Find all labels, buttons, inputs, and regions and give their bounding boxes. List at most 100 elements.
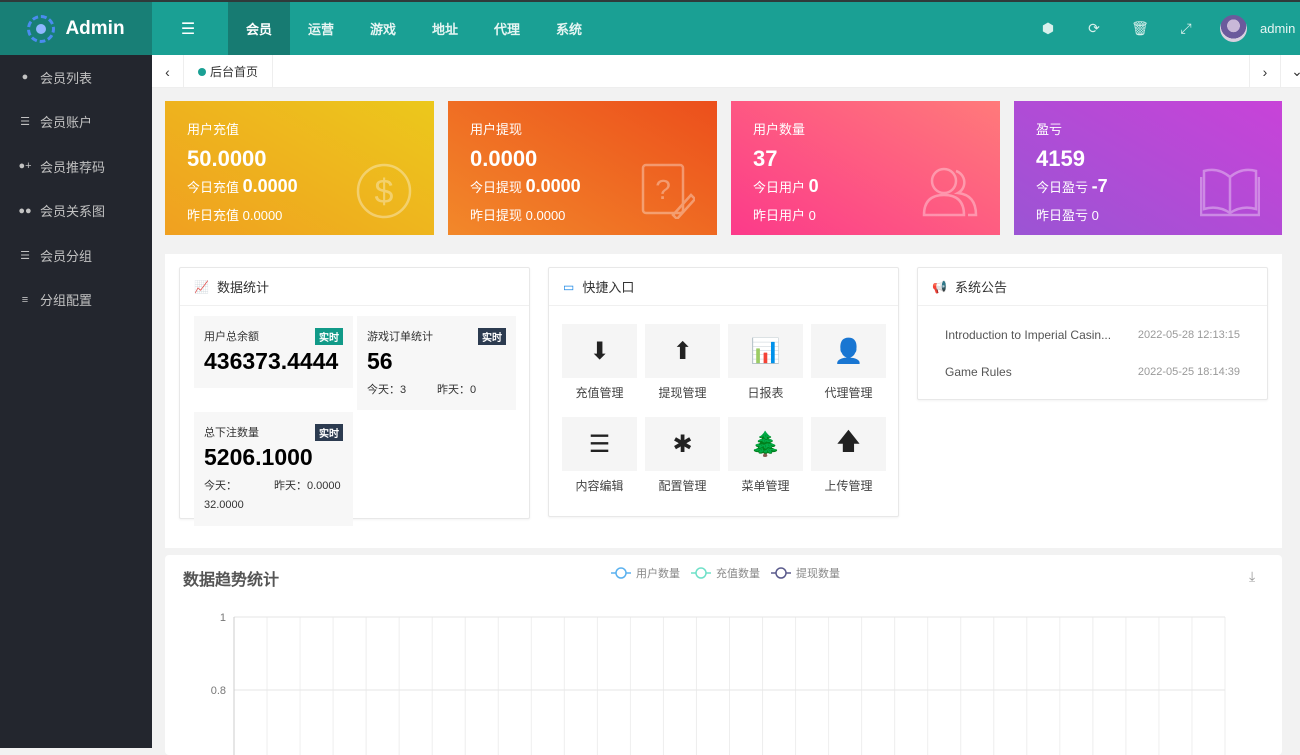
sidebar-item-member-group[interactable]: ☰ 会员分组 bbox=[0, 233, 152, 278]
tab-scroll-left-icon[interactable]: ‹ bbox=[152, 55, 184, 88]
stat-game-orders: 游戏订单统计 实时 56 今天：3 昨天：0 bbox=[357, 316, 516, 410]
quick-label: 内容编辑 bbox=[575, 479, 624, 493]
fullscreen-icon[interactable]: ⤢ bbox=[1180, 20, 1192, 36]
card-title: 用户数量 bbox=[753, 122, 806, 137]
sidebar-item-label: 会员账户 bbox=[40, 115, 93, 131]
card-yesterday-value: 0 bbox=[808, 208, 816, 223]
tree-icon: 🌲 bbox=[728, 417, 803, 471]
quick-daily-report[interactable]: 📊 日报表 bbox=[728, 324, 803, 401]
book-icon bbox=[1200, 168, 1260, 217]
trend-chart: 1 0.8 用户数量 充值数量 提现数量 bbox=[211, 566, 1226, 755]
user-menu[interactable]: admin bbox=[1260, 21, 1296, 36]
users-icon bbox=[922, 167, 978, 217]
top-nav: 会员 运营 游戏 地址 代理 系统 bbox=[228, 2, 600, 55]
gear-logo-icon bbox=[27, 14, 56, 43]
stat-today: 今天： bbox=[204, 480, 237, 492]
sidebar-item-label: 会员列表 bbox=[40, 70, 93, 86]
legend-marker-icon bbox=[615, 567, 627, 579]
download-icon[interactable]: ⤓ bbox=[1249, 568, 1256, 584]
notice-item-title[interactable]: Introduction to Imperial Casin... bbox=[945, 327, 1112, 342]
nav-system[interactable]: 系统 bbox=[555, 22, 582, 37]
tab-options-chevron-down-icon[interactable]: ⌄ bbox=[1291, 63, 1300, 79]
upload-circle-icon: ⬆ bbox=[645, 324, 720, 378]
megaphone-icon: 📢 bbox=[932, 279, 947, 294]
quick-entry-box: ▭ 快捷入口 ⬇ 充值管理 ⬆ 提现管理 📊 日报表 👤 代理管理 ☰ 内容编辑 ✱ 配置管理 🌲 菜单管理… bbox=[548, 267, 899, 517]
quick-withdraw-manage[interactable]: ⬆ 提现管理 bbox=[645, 324, 720, 401]
card-today-value: -7 bbox=[1091, 176, 1108, 196]
card-yesterday-label: 昨日用户 bbox=[753, 208, 806, 223]
quick-upload-manage[interactable]: 🡅 上传管理 bbox=[811, 417, 886, 494]
notice-box: 📢 系统公告 Introduction to Imperial Casin... 2… bbox=[917, 267, 1268, 400]
card-today-label: 今日提现 bbox=[470, 180, 523, 195]
tab-bar: ‹ 后台首页 › ⌄ bbox=[152, 55, 1300, 88]
stat-yesterday: 昨天：0.0000 bbox=[274, 480, 341, 492]
tab-home[interactable]: 后台首页 bbox=[184, 55, 274, 88]
sidebar-item-member-list[interactable]: ● 会员列表 bbox=[0, 55, 152, 100]
avatar[interactable] bbox=[1220, 15, 1247, 42]
nav-agent[interactable]: 代理 bbox=[493, 22, 520, 37]
card-recharge: 用户充值 50.0000 今日充值 0.0000 昨日充值 0.0000 $ bbox=[165, 101, 434, 235]
sidebar-item-group-config[interactable]: ≡ 分组配置 bbox=[0, 278, 152, 323]
trash-icon[interactable]: 🗑 bbox=[1131, 20, 1149, 36]
nav-games[interactable]: 游戏 bbox=[369, 22, 396, 37]
stat-yesterday: 昨天：0 bbox=[437, 384, 477, 396]
notice-item-date: 2022-05-25 18:14:39 bbox=[1137, 365, 1240, 378]
tab-scroll-right-icon[interactable]: › bbox=[1249, 55, 1281, 88]
quick-agent-manage[interactable]: 👤 代理管理 bbox=[811, 324, 886, 401]
quick-title: 快捷入口 bbox=[582, 280, 635, 295]
sidebar-item-relation-graph[interactable]: ●● 会员关系图 bbox=[0, 189, 152, 234]
svg-text:$: $ bbox=[375, 173, 394, 211]
card-today-value: 0.0000 bbox=[525, 176, 581, 196]
header: Admin ☰ 会员 运营 游戏 地址 代理 系统 ⬢ ⟳ 🗑 ⤢ admin bbox=[0, 2, 1300, 55]
card-yesterday-value: 0.0000 bbox=[525, 208, 566, 223]
stat-value: 436373.4444 bbox=[204, 348, 339, 374]
stat-value: 5206.1000 bbox=[204, 444, 313, 470]
card-yesterday-label: 昨日充值 bbox=[187, 208, 240, 223]
sidebar-item-label: 会员推荐码 bbox=[40, 159, 106, 175]
stat-total-bets: 总下注数量 实时 5206.1000 今天： 昨天：0.0000 32.0000 bbox=[194, 412, 353, 526]
svg-text:?: ? bbox=[655, 174, 671, 205]
quick-label: 充值管理 bbox=[575, 386, 624, 400]
realtime-badge: 实时 bbox=[478, 328, 506, 345]
legend-item[interactable]: 充值数量 bbox=[691, 566, 760, 580]
refresh-icon[interactable]: ⟳ bbox=[1088, 20, 1100, 36]
stat-today-value: 32.0000 bbox=[204, 499, 244, 511]
quick-menu-manage[interactable]: 🌲 菜单管理 bbox=[728, 417, 803, 494]
quick-label: 菜单管理 bbox=[741, 479, 790, 493]
card-today-label: 今日用户 bbox=[753, 180, 806, 195]
tab-dot-icon bbox=[198, 67, 206, 76]
legend-label: 提现数量 bbox=[796, 567, 840, 580]
nav-operations[interactable]: 运营 bbox=[307, 22, 334, 37]
logo[interactable]: Admin bbox=[0, 2, 152, 55]
quick-recharge-manage[interactable]: ⬇ 充值管理 bbox=[562, 324, 637, 401]
stat-value: 56 bbox=[367, 348, 393, 374]
menu-toggle-icon[interactable]: ☰ bbox=[180, 20, 196, 38]
sidebar-item-member-account[interactable]: ☰ 会员账户 bbox=[0, 100, 152, 145]
notice-item[interactable]: Game Rules 2022-05-25 18:14:39 bbox=[918, 353, 1267, 390]
nav-member[interactable]: 会员 bbox=[228, 2, 290, 55]
legend-item[interactable]: 提现数量 bbox=[771, 567, 840, 580]
question-edit-icon: ? bbox=[641, 163, 695, 219]
user-plus-icon: 👤 bbox=[811, 324, 886, 378]
sidebar-item-referral-code[interactable]: ●+ 会员推荐码 bbox=[0, 144, 152, 189]
stat-label: 用户总余额 bbox=[204, 331, 259, 343]
card-users: 用户数量 37 今日用户 0 昨日用户 0 bbox=[731, 101, 1000, 235]
nav-address[interactable]: 地址 bbox=[431, 22, 458, 37]
card-value: 0.0000 bbox=[470, 146, 538, 171]
stats-box: 📈 数据统计 用户总余额 实时 436373.4444 游戏订单统计 实时 56 … bbox=[179, 267, 530, 526]
quick-content-edit[interactable]: ☰ 内容编辑 bbox=[562, 417, 637, 494]
quick-config-manage[interactable]: ✱ 配置管理 bbox=[645, 417, 720, 494]
notice-item-title[interactable]: Game Rules bbox=[945, 364, 1012, 379]
overview-panel: 📈 数据统计 用户总余额 实时 436373.4444 游戏订单统计 实时 56 … bbox=[165, 254, 1282, 548]
dollar-icon: $ bbox=[356, 163, 412, 219]
card-withdraw: 用户提现 0.0000 今日提现 0.0000 昨日提现 0.0000 ? bbox=[448, 101, 717, 235]
theme-icon[interactable]: ⬢ bbox=[1041, 20, 1055, 36]
list-icon: ☰ bbox=[20, 249, 30, 262]
quick-label: 上传管理 bbox=[824, 479, 873, 493]
sidebar: ● 会员列表 ☰ 会员账户 ●+ 会员推荐码 ●● 会员关系图 ☰ 会员分组 ≡ 分组配置 bbox=[0, 55, 152, 748]
legend-item[interactable]: 用户数量 bbox=[611, 566, 680, 580]
notice-item[interactable]: Introduction to Imperial Casin... 2022-05… bbox=[918, 316, 1267, 353]
card-yesterday-label: 昨日提现 bbox=[470, 208, 523, 223]
card-title: 盈亏 bbox=[1036, 122, 1063, 137]
card-today-label: 今日充值 bbox=[187, 180, 240, 195]
